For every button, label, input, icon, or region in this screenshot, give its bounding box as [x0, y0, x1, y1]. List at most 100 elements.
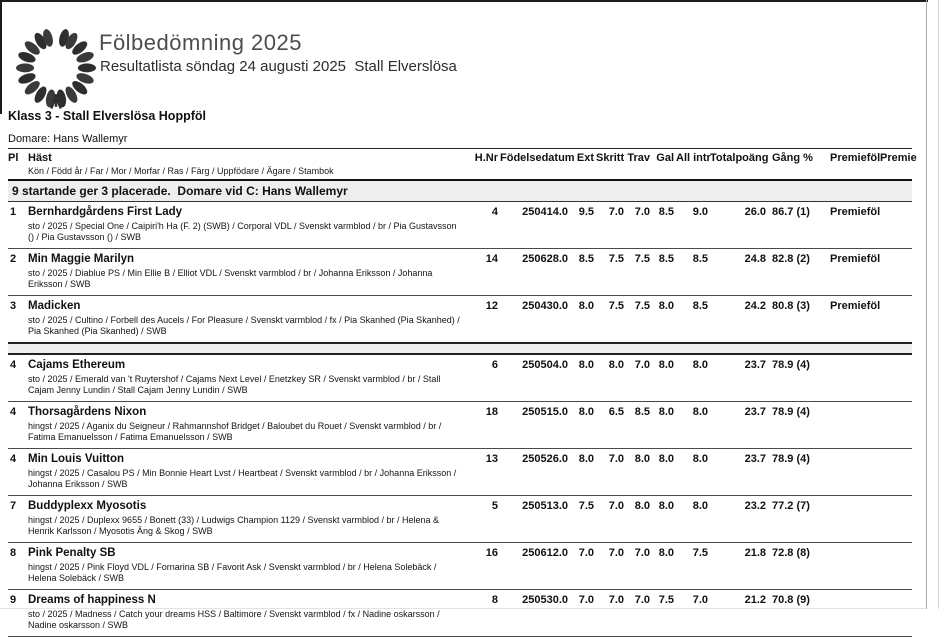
total-points-cell: 24.2 [710, 295, 768, 343]
premium-foal-cell: Premieföl [826, 248, 880, 296]
col-header-premie: Premie [876, 148, 917, 181]
trot-score-cell: 8.0 [626, 448, 652, 496]
birthdate-cell: 250430.0 [500, 295, 570, 343]
overall-impression-cell: 8.0 [676, 495, 710, 543]
walk-score-cell: 6.5 [596, 401, 626, 449]
birthdate-cell: 250530.0 [500, 589, 570, 637]
horse-name: Pink Penalty SB [28, 547, 116, 559]
horse-row: 9 Dreams of happiness N sto / 2025 / Mad… [8, 589, 912, 637]
overall-impression-cell: 8.0 [676, 401, 710, 449]
results-table-header: Pl Häst Kön / Född år / Far / Mor / Morf… [8, 148, 917, 181]
horse-name: Dreams of happiness N [28, 594, 156, 606]
total-points-cell: 26.0 [710, 201, 768, 249]
birthdate-cell: 250515.0 [500, 401, 570, 449]
gait-percent-cell: 78.9 (4) [768, 353, 826, 402]
summary-line: 9 startande ger 3 placerade. Domare vid … [8, 180, 912, 202]
placement-cell: 4 [8, 448, 28, 496]
col-header-gal: Gal [652, 148, 676, 181]
walk-score-cell: 7.5 [596, 295, 626, 343]
horse-name: Madicken [28, 300, 81, 312]
canter-score-cell: 8.0 [652, 542, 676, 590]
walk-score-cell: 7.5 [596, 248, 626, 296]
placement-cell: 7 [8, 495, 28, 543]
placement-cell: 2 [8, 248, 28, 296]
horse-details: hingst / 2025 / Aganix du Seigneur / Rah… [28, 421, 442, 442]
col-header-premiefol: Premieföl [826, 148, 880, 181]
col-header-ext: Ext [570, 148, 596, 181]
horse-details: sto / 2025 / Madness / Catch your dreams… [28, 609, 440, 630]
overall-impression-cell: 8.5 [676, 295, 710, 343]
horse-row: 4 Min Louis Vuitton hingst / 2025 / Casa… [8, 448, 912, 496]
col-header-skritt: Skritt [596, 148, 626, 181]
hnr-cell: 16 [468, 542, 500, 590]
horse-name: Cajams Ethereum [28, 359, 126, 371]
premium-foal-cell [826, 495, 876, 543]
horse-details: sto / 2025 / Diablue PS / Min Ellie B / … [28, 268, 433, 289]
canter-score-cell: 7.5 [652, 589, 676, 637]
total-points-cell: 21.8 [710, 542, 768, 590]
walk-score-cell: 8.0 [596, 353, 626, 402]
horse-row: 4 Cajams Ethereum sto / 2025 / Emerald v… [8, 353, 912, 402]
canter-score-cell: 8.0 [652, 295, 676, 343]
summary-row: 9 startande ger 3 placerade. Domare vid … [8, 180, 912, 202]
ext-score-cell: 7.0 [570, 542, 596, 590]
ext-score-cell: 7.5 [570, 495, 596, 543]
walk-score-cell: 7.0 [596, 542, 626, 590]
premium-foal-cell [826, 353, 876, 402]
trot-score-cell: 7.5 [626, 248, 652, 296]
total-points-cell: 24.8 [710, 248, 768, 296]
ext-score-cell: 8.0 [570, 401, 596, 449]
horse-name: Min Louis Vuitton [28, 453, 125, 465]
col-header-hast: Häst Kön / Född år / Far / Mor / Morfar … [28, 148, 468, 181]
horse-details: hingst / 2025 / Casalou PS / Min Bonnie … [28, 468, 457, 489]
horse-name: Thorsagårdens Nixon [28, 406, 147, 418]
horse-details: sto / 2025 / Cultino / Forbell des Aucel… [28, 315, 460, 336]
placement-cell: 4 [8, 353, 28, 402]
hnr-cell: 6 [468, 353, 500, 402]
hnr-cell: 8 [468, 589, 500, 637]
total-points-cell: 23.7 [710, 448, 768, 496]
hnr-cell: 14 [468, 248, 500, 296]
horse-name: Min Maggie Marilyn [28, 253, 135, 265]
walk-score-cell: 7.0 [596, 448, 626, 496]
placement-cell: 3 [8, 295, 28, 343]
overall-impression-cell: 7.5 [676, 542, 710, 590]
horse-cell: Buddyplexx Myosotis hingst / 2025 / Dupl… [28, 495, 468, 543]
col-header-totalpoang: Totalpoäng [710, 148, 768, 181]
hnr-cell: 5 [468, 495, 500, 543]
total-points-cell: 23.7 [710, 401, 768, 449]
overall-impression-cell: 7.0 [676, 589, 710, 637]
horse-cell: Dreams of happiness N sto / 2025 / Madne… [28, 589, 468, 637]
overall-impression-cell: 8.0 [676, 353, 710, 402]
horse-name: Buddyplexx Myosotis [28, 500, 147, 512]
horse-details: hingst / 2025 / Pink Floyd VDL / Fornari… [28, 562, 437, 583]
placement-cell: 9 [8, 589, 28, 637]
trot-score-cell: 7.0 [626, 353, 652, 402]
results-table: Pl Häst Kön / Född år / Far / Mor / Morf… [8, 148, 917, 637]
premium-cell [876, 448, 912, 496]
premium-foal-cell [826, 542, 876, 590]
canter-score-cell: 8.0 [652, 353, 676, 402]
laurel-wreath-icon [16, 29, 96, 109]
premium-cell [876, 589, 912, 637]
horse-row: 3 Madicken sto / 2025 / Cultino / Forbel… [8, 295, 912, 343]
birthdate-cell: 250526.0 [500, 448, 570, 496]
premium-cell [876, 248, 912, 296]
horse-cell: Min Louis Vuitton hingst / 2025 / Casalo… [28, 448, 468, 496]
col-header-pl: Pl [8, 148, 28, 181]
ext-score-cell: 9.5 [570, 201, 596, 249]
premium-foal-cell [826, 401, 876, 449]
overall-impression-cell: 8.0 [676, 448, 710, 496]
horse-details: sto / 2025 / Special One / Caipiri'h Ha … [28, 221, 457, 242]
birthdate-cell: 250504.0 [500, 353, 570, 402]
walk-score-cell: 7.0 [596, 589, 626, 637]
birthdate-cell: 250414.0 [500, 201, 570, 249]
premium-foal-cell: Premieföl [826, 201, 880, 249]
hnr-cell: 13 [468, 448, 500, 496]
horse-cell: Cajams Ethereum sto / 2025 / Emerald van… [28, 353, 468, 402]
gait-percent-cell: 82.8 (2) [768, 248, 826, 296]
birthdate-cell: 250628.0 [500, 248, 570, 296]
col-header-gang: Gång % [768, 148, 826, 181]
horse-name: Bernhardgårdens First Lady [28, 206, 183, 218]
